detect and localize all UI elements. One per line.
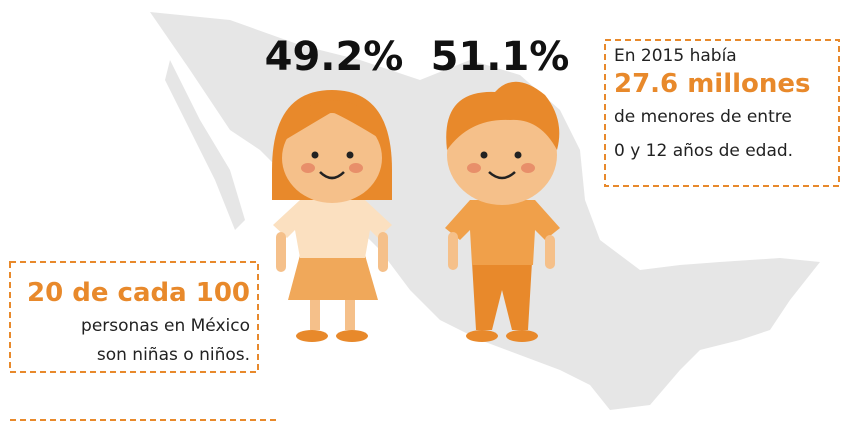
boys-percent: 51.1% [431,34,570,80]
top-line1: En 2015 había [614,46,737,66]
left-line1: personas en México [81,316,250,336]
girls-percent: 49.2% [265,34,404,80]
top-line3: 0 y 12 años de edad. [614,141,793,161]
left-highlight: 20 de cada 100 [27,278,250,308]
girl-figure [272,90,392,342]
peninsula [165,60,245,230]
top-line2: de menores de entre [614,107,792,127]
left-box [9,261,259,373]
left-line2: son niñas o niños. [97,345,250,365]
boy-figure [445,81,560,342]
top-highlight: 27.6 millones [614,69,811,99]
